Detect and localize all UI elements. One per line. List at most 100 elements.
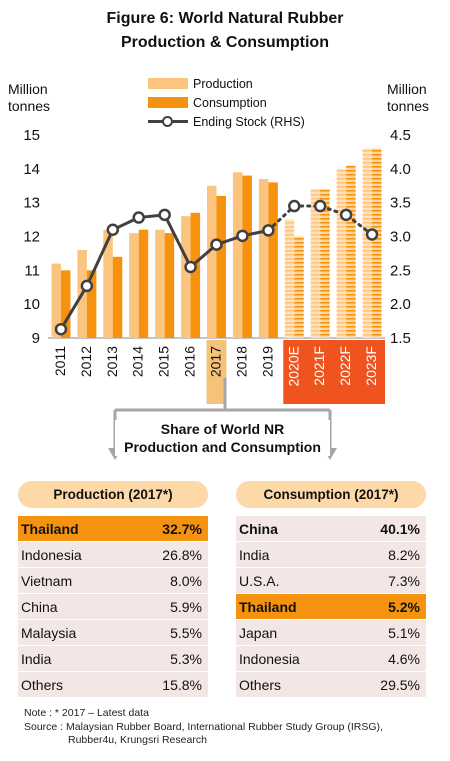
consumption-country: China bbox=[239, 520, 278, 537]
production-bar bbox=[51, 263, 61, 338]
consumption-country: Indonesia bbox=[239, 650, 300, 667]
production-share: 5.9% bbox=[170, 598, 202, 615]
production-share: 5.5% bbox=[170, 624, 202, 641]
production-row: Thailand 32.7% bbox=[18, 516, 208, 542]
consumption-bar bbox=[294, 236, 304, 338]
x-tick-label: 2016 bbox=[182, 346, 198, 377]
ending-stock-point bbox=[365, 228, 379, 241]
legend-production: Production bbox=[148, 74, 305, 93]
production-bar bbox=[258, 178, 269, 338]
right-tick-label: 2.5 bbox=[390, 262, 411, 279]
production-country: India bbox=[21, 650, 52, 667]
production-bar bbox=[207, 185, 217, 338]
consumption-row: Thailand 5.2% bbox=[236, 594, 426, 620]
legend-consumption: Consumption bbox=[148, 93, 305, 112]
x-tick-label: 2022F bbox=[337, 346, 353, 386]
consumption-bar bbox=[190, 212, 201, 338]
consumption-share: 5.2% bbox=[388, 598, 420, 615]
ending-stock-point bbox=[80, 279, 94, 293]
consumption-bar bbox=[268, 182, 278, 338]
x-tick-label: 2014 bbox=[130, 346, 146, 377]
consumption-row: India 8.2% bbox=[236, 542, 426, 568]
production-share: 5.3% bbox=[170, 650, 202, 667]
consumption-bar bbox=[372, 148, 382, 338]
x-tick-label: 2017 bbox=[208, 346, 224, 377]
production-bar bbox=[103, 229, 113, 338]
production-share: 8.0% bbox=[170, 572, 202, 589]
chart-title-line-2: Production & Consumption bbox=[121, 34, 329, 51]
consumption-row: Indonesia 4.6% bbox=[236, 646, 426, 672]
production-bar bbox=[336, 168, 347, 338]
ending-stock-point bbox=[236, 229, 249, 243]
x-tick-label: 2020E bbox=[285, 346, 301, 386]
consumption-bar bbox=[60, 270, 71, 338]
production-row: Others 15.8% bbox=[18, 672, 208, 698]
highlight-year-background bbox=[206, 340, 227, 404]
production-bar bbox=[284, 219, 295, 338]
production-row: China 5.9% bbox=[18, 594, 208, 620]
consumption-country: India bbox=[239, 546, 270, 563]
ending-stock-forecast-line bbox=[266, 204, 374, 236]
right-axis-unit: Million tonnes bbox=[387, 81, 430, 114]
consumption-table-header: Consumption (2017*) bbox=[236, 481, 426, 508]
share-caption: Share of World NR Production and Consump… bbox=[115, 420, 330, 456]
legend-ending-stock: Ending Stock (RHS) bbox=[148, 112, 305, 131]
consumption-row: U.S.A. 7.3% bbox=[236, 568, 426, 594]
ending-stock-point bbox=[54, 322, 68, 336]
consumption-country: U.S.A. bbox=[239, 572, 280, 589]
consumption-bar bbox=[86, 270, 97, 338]
ending-stock-point bbox=[210, 238, 223, 251]
x-tick-label: 2011 bbox=[52, 346, 68, 376]
right-tick-label: 2.0 bbox=[390, 296, 411, 313]
consumption-bar bbox=[320, 189, 330, 338]
production-row: Malaysia 5.5% bbox=[18, 620, 208, 646]
consumption-share: 4.6% bbox=[388, 650, 420, 667]
x-tick-label: 2023F bbox=[363, 346, 379, 386]
left-tick-label: 9 bbox=[32, 330, 40, 347]
production-country: China bbox=[21, 598, 58, 615]
production-row: India 5.3% bbox=[18, 646, 208, 672]
production-country: Indonesia bbox=[21, 546, 82, 563]
production-table-header: Production (2017*) bbox=[18, 481, 208, 508]
left-tick-label: 10 bbox=[23, 296, 40, 313]
right-tick-label: 3.5 bbox=[390, 195, 411, 212]
production-share: 32.7% bbox=[162, 520, 202, 537]
production-share: 26.8% bbox=[162, 546, 202, 563]
ending-stock-point bbox=[132, 211, 145, 224]
ending-stock-point bbox=[339, 208, 353, 222]
consumption-bar bbox=[138, 229, 149, 338]
forecast-label-background bbox=[283, 340, 385, 404]
consumption-bar bbox=[164, 233, 175, 338]
right-tick-label: 1.5 bbox=[390, 330, 411, 347]
consumption-country: Japan bbox=[239, 624, 278, 641]
production-table: Production (2017*) Thailand 32.7% Indonesi… bbox=[18, 481, 208, 698]
consumption-country: Thailand bbox=[239, 598, 297, 615]
right-tick-label: 3.0 bbox=[390, 229, 411, 246]
left-tick-label: 15 bbox=[23, 127, 40, 144]
left-axis-unit: Million tonnes bbox=[8, 81, 51, 114]
production-country: Others bbox=[21, 676, 64, 693]
x-tick-label: 2012 bbox=[78, 346, 94, 377]
consumption-bar bbox=[346, 165, 356, 338]
consumption-bar bbox=[216, 195, 226, 338]
consumption-share: 7.3% bbox=[388, 572, 420, 589]
consumption-row: China 40.1% bbox=[236, 516, 426, 542]
consumption-share: 40.1% bbox=[380, 520, 420, 537]
production-bar bbox=[155, 229, 165, 338]
x-tick-label: 2013 bbox=[104, 346, 120, 377]
consumption-share: 29.5% bbox=[380, 676, 420, 693]
rubber-chart: 9 10 11 12 13 14 15 1.5 2.0 2.5 3.0 3.5 4.0 4.5 2011 20… bbox=[23, 127, 411, 404]
consumption-bar bbox=[112, 256, 123, 338]
production-share: 15.8% bbox=[162, 676, 202, 693]
ending-stock-point bbox=[158, 208, 171, 222]
left-tick-label: 12 bbox=[23, 229, 40, 246]
ending-stock-point bbox=[262, 224, 275, 237]
production-bar bbox=[129, 233, 139, 338]
production-bar bbox=[310, 189, 321, 338]
consumption-country: Others bbox=[239, 676, 282, 693]
left-tick-label: 13 bbox=[23, 195, 40, 212]
left-tick-label: 14 bbox=[23, 161, 40, 178]
production-row: Vietnam 8.0% bbox=[18, 568, 208, 594]
x-tick-label: 2021F bbox=[311, 346, 327, 386]
consumption-share: 5.1% bbox=[388, 624, 420, 641]
